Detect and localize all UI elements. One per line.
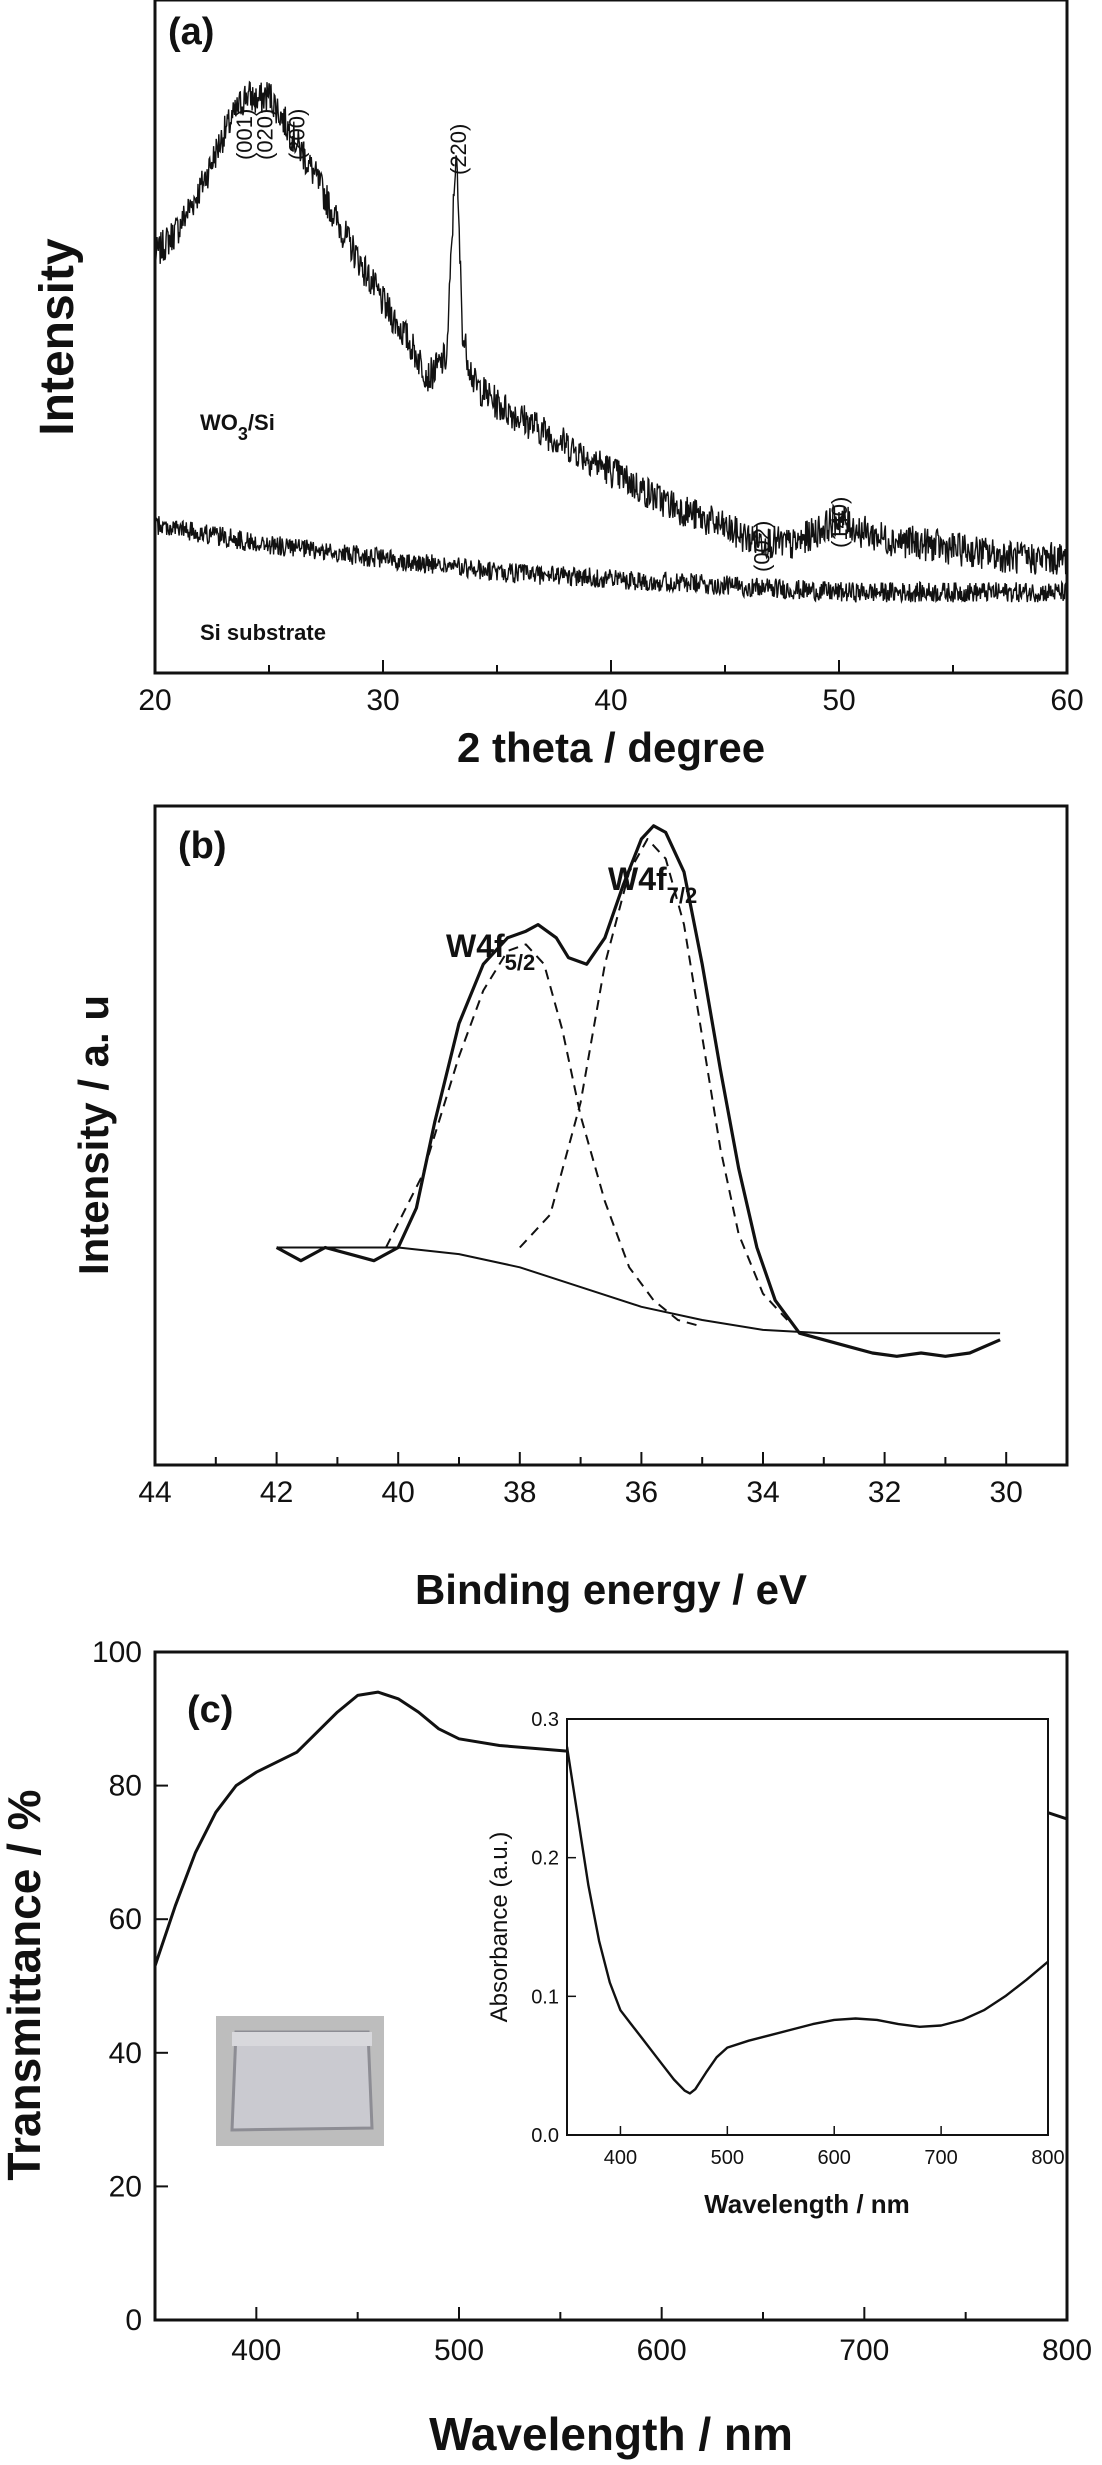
panel-b-frame bbox=[153, 804, 1069, 1467]
panel-b-x-tick-label: 36 bbox=[625, 1476, 658, 1509]
panel-a-x-axis-label: 2 theta / degree bbox=[457, 724, 765, 771]
sample-glass-film bbox=[230, 2030, 374, 2132]
panel-a-x-tick-label: 40 bbox=[594, 684, 627, 717]
panel-b-x-tick-label: 44 bbox=[138, 1476, 171, 1509]
panel-b-y-axis-label: Intensity / a. u bbox=[70, 995, 117, 1275]
inset-x-tick-label: 400 bbox=[604, 2147, 637, 2169]
inset-chart: 400 500 600 700 800 0.0 0.1 0.2 0.3 Absorbance (… bbox=[486, 1709, 1065, 2219]
panel-a-y-axis-label: Intensity bbox=[31, 238, 84, 436]
panel-a-x-tick-label: 20 bbox=[138, 684, 171, 717]
panel-b-label: (b) bbox=[178, 825, 227, 867]
series-background-line bbox=[276, 1246, 1001, 1335]
panel-a-x-tick-label: 60 bbox=[1050, 684, 1083, 717]
panel-c-y-tick-label: 40 bbox=[109, 2037, 142, 2070]
inset-y-tick-label: 0.0 bbox=[531, 2125, 559, 2147]
panel-b-series bbox=[275, 824, 1001, 1358]
inset-x-tick-label: 700 bbox=[924, 2147, 957, 2169]
series-label-wo3-si: WO3/Si bbox=[200, 410, 275, 444]
inset-frame bbox=[566, 1718, 1049, 2136]
panel-b-x-tick-label: 30 bbox=[990, 1476, 1023, 1509]
panel-c-y-tick-label: 100 bbox=[92, 1636, 142, 1669]
panel-a-x-tick-label: 30 bbox=[366, 684, 399, 717]
panel-a-series bbox=[155, 80, 1067, 604]
panel-c-x-tick-label: 500 bbox=[434, 2334, 484, 2367]
panel-c-y-tick-label: 20 bbox=[109, 2170, 142, 2203]
inset-x-tick-label: 600 bbox=[818, 2147, 851, 2169]
peak-label-w4f-5-2: W4f5/2 bbox=[446, 928, 535, 975]
panel-b: 44 42 40 38 36 34 32 30 (b) Intensity / a. u Bi… bbox=[70, 804, 1069, 1613]
panel-c-x-axis-label: Wavelength / nm bbox=[429, 2408, 793, 2460]
peak-label: (200) bbox=[284, 109, 309, 160]
panel-c: 400 500 600 700 800 0 20 40 60 80 100 (c) Transmit… bbox=[0, 1636, 1092, 2460]
peak-label: (020) bbox=[252, 109, 277, 160]
panel-a: 20 30 40 50 60 (001)(020) (200) (220) (002) (140… bbox=[31, 0, 1084, 771]
inset-x-tick-label: 800 bbox=[1031, 2147, 1064, 2169]
panel-b-x-tick-label: 38 bbox=[503, 1476, 536, 1509]
sample-photo bbox=[216, 2016, 384, 2146]
panel-c-ticks: 400 500 600 700 800 0 20 40 60 80 100 bbox=[92, 1636, 1092, 2367]
series-si-substrate-line bbox=[155, 516, 1067, 604]
panel-b-x-tick-label: 34 bbox=[746, 1476, 779, 1509]
panel-b-x-ticks: 44 42 40 38 36 34 32 30 bbox=[138, 1452, 1023, 1509]
panel-c-y-tick-label: 60 bbox=[109, 1903, 142, 1936]
peak-label: (001) bbox=[232, 109, 257, 160]
panel-c-y-axis-label: Transmittance / % bbox=[0, 1789, 50, 2180]
series-measured-line bbox=[275, 824, 1001, 1358]
inset-y-tick-label: 0.2 bbox=[531, 1848, 559, 1870]
panel-a-x-ticks: 20 30 40 50 60 bbox=[138, 660, 1084, 717]
panel-a-peak-labels: (001)(020) (200) (220) (002) (140) bbox=[232, 109, 852, 572]
inset-ticks: 400 500 600 700 800 0.0 0.1 0.2 0.3 bbox=[531, 1709, 1065, 2169]
panel-c-x-tick-label: 700 bbox=[839, 2334, 889, 2367]
panel-b-x-tick-label: 42 bbox=[260, 1476, 293, 1509]
inset-y-axis-label: Absorbance (a.u.) bbox=[486, 1832, 513, 2023]
panel-b-x-tick-label: 40 bbox=[382, 1476, 415, 1509]
series-label-si-substrate: Si substrate bbox=[200, 620, 326, 645]
panel-b-x-tick-label: 32 bbox=[868, 1476, 901, 1509]
inset-y-tick-label: 0.1 bbox=[531, 1986, 559, 2008]
panel-b-x-axis-label: Binding energy / eV bbox=[415, 1566, 807, 1613]
panel-c-label: (c) bbox=[187, 1689, 233, 1731]
inset-series bbox=[567, 1746, 1048, 2095]
panel-c-x-tick-label: 800 bbox=[1042, 2334, 1092, 2367]
peak-label: (220) bbox=[446, 124, 471, 175]
panel-c-x-tick-label: 600 bbox=[637, 2334, 687, 2367]
panel-c-y-tick-label: 80 bbox=[109, 1770, 142, 1803]
peak-label: (002) bbox=[749, 521, 774, 572]
panel-c-x-tick-label: 400 bbox=[231, 2334, 281, 2367]
panel-c-y-tick-label: 0 bbox=[125, 2304, 142, 2337]
peak-label-w4f-7-2: W4f7/2 bbox=[608, 861, 697, 908]
series-wo3-si-line bbox=[155, 80, 1067, 575]
panel-a-label: (a) bbox=[168, 11, 214, 53]
sample-glass-edge bbox=[232, 2032, 372, 2046]
inset-x-tick-label: 500 bbox=[711, 2147, 744, 2169]
series-absorbance-line bbox=[567, 1746, 1048, 2095]
panel-c-frame bbox=[153, 1650, 1069, 2322]
inset-y-tick-label: 0.3 bbox=[531, 1709, 559, 1731]
panel-a-x-tick-label: 50 bbox=[822, 684, 855, 717]
peak-label: (140) bbox=[827, 497, 852, 548]
series-w4f-5-2-fit-line bbox=[385, 943, 703, 1328]
inset-x-axis-label: Wavelength / nm bbox=[704, 2189, 910, 2219]
series-w4f-7-2-fit-line bbox=[519, 838, 789, 1321]
